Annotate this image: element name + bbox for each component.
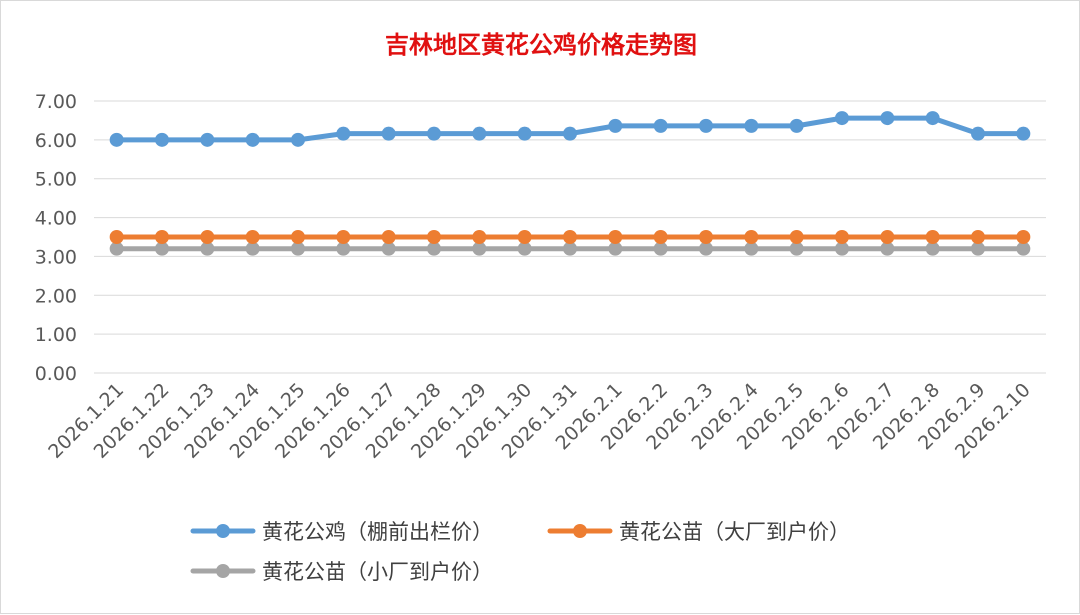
data-point [517, 241, 532, 256]
data-point [925, 111, 940, 126]
data-point [789, 230, 804, 244]
data-point [336, 126, 351, 141]
y-tick-label: 5.00 [35, 169, 77, 191]
data-point [971, 126, 985, 141]
data-point [971, 241, 985, 256]
data-point [109, 230, 124, 244]
data-point [563, 126, 577, 141]
data-point [835, 230, 849, 244]
data-point [517, 126, 532, 141]
data-point [517, 230, 532, 244]
data-point [291, 241, 305, 256]
legend-label: 黄花公鸡（棚前出栏价） [262, 520, 493, 544]
data-point [336, 241, 351, 256]
data-point [789, 118, 804, 133]
data-point [472, 126, 487, 141]
data-point [835, 111, 849, 126]
legend-swatch-marker [573, 524, 587, 538]
data-point [200, 230, 215, 244]
series-1 [109, 230, 1031, 244]
data-point [744, 118, 759, 133]
data-point [109, 132, 124, 147]
data-point [880, 230, 895, 244]
data-point [608, 118, 623, 133]
legend-item: 黄花公苗（小厂到户价） [190, 560, 493, 584]
data-point [291, 132, 305, 147]
data-point [744, 230, 759, 244]
legend-item: 黄花公苗（大厂到户价） [547, 520, 850, 544]
data-point [381, 241, 396, 256]
y-tick-label: 6.00 [35, 130, 77, 152]
data-point [200, 241, 215, 256]
data-point [653, 241, 668, 256]
data-point [245, 241, 260, 256]
x-axis-tick-labels: 2026.1.212026.1.222026.1.232026.1.242026… [44, 379, 1035, 463]
data-point [245, 230, 260, 244]
legend-item: 黄花公鸡（棚前出栏价） [190, 520, 493, 544]
data-point [200, 132, 215, 147]
data-point [789, 241, 804, 256]
y-tick-label: 1.00 [35, 324, 77, 346]
data-point [653, 118, 668, 133]
data-point [427, 230, 441, 244]
data-point [925, 241, 940, 256]
data-point [699, 118, 713, 133]
data-point [880, 241, 895, 256]
legend: 黄花公鸡（棚前出栏价） 黄花公苗（大厂到户价） 黄花公苗（小厂到户价） [190, 520, 850, 584]
data-point [744, 241, 759, 256]
data-point [381, 126, 396, 141]
data-point [653, 230, 668, 244]
y-tick-label: 3.00 [35, 246, 77, 268]
y-tick-label: 4.00 [35, 208, 77, 230]
data-point [109, 241, 124, 256]
data-point [1016, 230, 1031, 244]
data-point [336, 230, 351, 244]
data-point [472, 230, 487, 244]
data-point [880, 111, 895, 126]
data-point [291, 230, 305, 244]
data-point [155, 132, 169, 147]
data-point [699, 230, 713, 244]
data-point [245, 132, 260, 147]
data-point [971, 230, 985, 244]
data-point [925, 230, 940, 244]
series-lines [109, 111, 1031, 256]
data-point [427, 126, 441, 141]
legend-swatch-marker [216, 524, 230, 538]
data-point [563, 230, 577, 244]
y-tick-label: 2.00 [35, 285, 77, 307]
chart-title: 吉林地区黄花公鸡价格走势图 [385, 30, 697, 59]
data-point [381, 230, 396, 244]
legend-label: 黄花公苗（小厂到户价） [262, 560, 493, 584]
data-point [1016, 241, 1031, 256]
series-0 [109, 111, 1031, 147]
data-point [155, 241, 169, 256]
data-point [608, 241, 623, 256]
legend-swatch-marker [216, 564, 230, 578]
data-point [835, 241, 849, 256]
y-tick-label: 0.00 [35, 363, 77, 385]
data-point [472, 241, 487, 256]
y-axis-tick-labels: 0.00 1.00 2.00 3.00 4.00 5.00 6.00 7.00 [35, 91, 77, 385]
data-point [1016, 126, 1031, 141]
data-point [608, 230, 623, 244]
data-point [427, 241, 441, 256]
data-point [563, 241, 577, 256]
legend-label: 黄花公苗（大厂到户价） [619, 520, 850, 544]
y-tick-label: 7.00 [35, 91, 77, 113]
series-2 [109, 241, 1031, 256]
data-point [699, 241, 713, 256]
data-point [155, 230, 169, 244]
